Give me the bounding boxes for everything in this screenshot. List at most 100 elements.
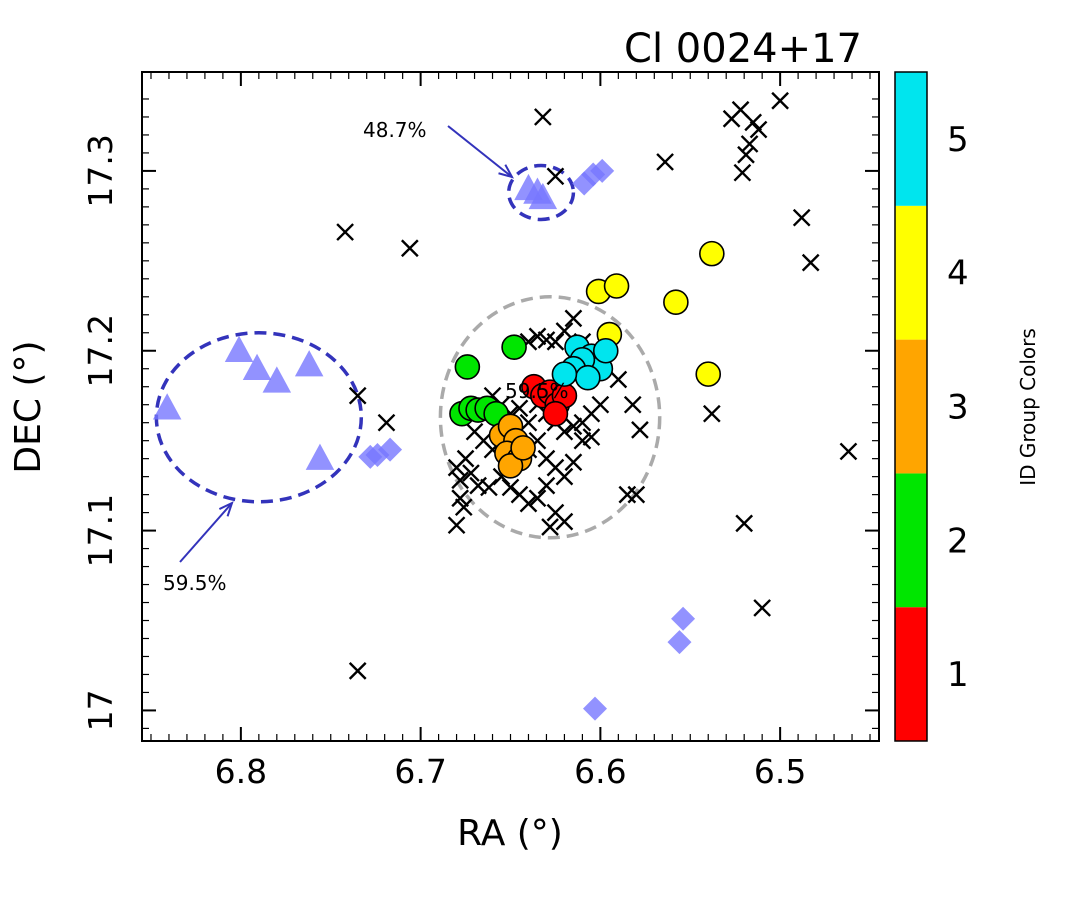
triangle-marker	[305, 443, 335, 470]
x-marker	[564, 453, 583, 472]
colorbar-segment-4	[895, 205, 927, 340]
triangle-marker	[152, 393, 182, 420]
x-marker	[546, 332, 565, 351]
colorbar-segment-1	[895, 607, 927, 741]
x-tick-label: 6.7	[394, 752, 446, 791]
diamond-marker	[582, 696, 607, 721]
x-marker	[528, 327, 547, 346]
diamond-marker	[590, 158, 615, 183]
annotation-arrow-upper-head	[498, 164, 515, 179]
y-tick-label: 17.3	[81, 134, 120, 207]
x-axis-ticks: 6.8 6.7 6.6 6.5	[150, 72, 871, 791]
x-marker	[733, 163, 752, 182]
y-axis-ticks: 17 17.1 17.2 17.3	[81, 98, 879, 731]
y-tick-label: 17	[81, 689, 120, 731]
colorbar-title: ID Group Colors	[1016, 328, 1040, 486]
colorbar: 1 2 3 4 5	[894, 71, 969, 742]
y-tick-label: 17.2	[81, 314, 120, 387]
x-marker	[631, 421, 649, 439]
x-marker	[744, 113, 763, 132]
x-marker	[735, 514, 754, 533]
x-marker	[546, 167, 565, 186]
x-marker	[462, 464, 480, 482]
x-marker	[537, 476, 556, 495]
triangle-marker	[262, 366, 292, 393]
x-marker	[792, 208, 811, 227]
colorbar-segment-5	[895, 72, 927, 206]
triangle-marker	[294, 350, 324, 377]
x-marker	[541, 518, 559, 536]
group-5-circle-marker	[574, 364, 601, 391]
x-marker	[348, 662, 367, 680]
x-marker	[749, 120, 768, 139]
x-marker	[555, 322, 574, 340]
group-2-circle-marker	[501, 334, 527, 360]
x-marker	[555, 512, 574, 531]
x-marker	[447, 458, 466, 477]
colorbar-label: 3	[947, 388, 969, 428]
triangle-marker	[528, 182, 558, 210]
group-5-circle-marker	[592, 337, 619, 364]
x-marker	[737, 145, 755, 164]
x-marker	[573, 431, 592, 450]
colorbar-label: 5	[947, 120, 969, 160]
x-marker	[447, 516, 466, 535]
x-marker	[400, 239, 419, 258]
colorbar-label: 4	[947, 254, 969, 294]
chart-title: Cl 0024+17	[624, 26, 862, 72]
triangle-marker	[224, 335, 254, 362]
triangle-marker	[242, 353, 272, 380]
colorbar-segment-2	[895, 473, 927, 608]
group-4-circle-marker	[603, 273, 630, 299]
x-marker	[801, 253, 820, 272]
group-4-circle-marker	[699, 240, 725, 267]
x-marker	[564, 417, 583, 436]
x-marker	[582, 428, 601, 446]
group-1-circle-marker	[542, 400, 569, 427]
x-marker	[627, 485, 646, 504]
x-marker	[839, 442, 858, 461]
x-marker	[336, 223, 354, 241]
annotations: 48.7% 59.5% 59.5%	[163, 118, 569, 595]
group-3-circle-marker	[497, 453, 524, 479]
group-4-circle-marker	[663, 289, 689, 315]
y-tick-label: 17.1	[81, 494, 120, 567]
x-marker	[591, 395, 610, 414]
colorbar-frame	[894, 71, 928, 742]
x-marker	[702, 404, 721, 423]
annotation-center: 59.5%	[505, 379, 569, 403]
x-marker	[534, 108, 552, 126]
x-marker	[480, 478, 498, 497]
diamond-marker	[378, 437, 403, 462]
central-gray-circle	[438, 295, 662, 540]
x-marker	[348, 386, 367, 405]
upper-dashed-circle	[506, 163, 576, 222]
annotation-upper: 48.7%	[363, 118, 427, 142]
diamond-marker	[667, 630, 692, 655]
x-marker	[771, 91, 789, 110]
x-marker	[656, 153, 674, 171]
group-5-circle-marker	[551, 361, 578, 387]
annotation-arrow-upper	[447, 125, 513, 178]
y-axis-title: DEC (°)	[8, 340, 49, 473]
x-tick-label: 6.8	[215, 752, 267, 791]
x-marker	[510, 399, 529, 418]
x-marker	[555, 467, 574, 486]
x-tick-label: 6.6	[574, 752, 626, 791]
x-marker	[451, 471, 470, 490]
x-marker	[623, 395, 642, 414]
x-marker	[454, 498, 473, 517]
data-points	[152, 91, 858, 721]
annotation-left: 59.5%	[163, 571, 227, 595]
x-marker	[555, 422, 574, 441]
x-marker	[528, 489, 547, 508]
colorbar-label: 1	[947, 655, 969, 695]
group-3-circle-marker	[510, 435, 536, 461]
diamond-marker	[671, 606, 696, 631]
colorbar-label: 2	[947, 521, 969, 561]
colorbar-segment-3	[895, 339, 927, 474]
annotation-arrow-left-head	[218, 501, 234, 517]
x-tick-label: 6.5	[754, 752, 806, 791]
x-marker	[519, 494, 538, 513]
